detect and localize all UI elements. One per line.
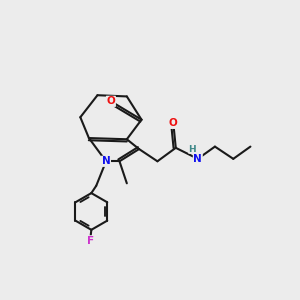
Text: N: N xyxy=(102,156,110,166)
Text: N: N xyxy=(194,154,202,164)
Text: O: O xyxy=(106,96,115,106)
Text: H: H xyxy=(189,145,196,154)
Text: O: O xyxy=(169,118,178,128)
Text: F: F xyxy=(87,236,94,246)
